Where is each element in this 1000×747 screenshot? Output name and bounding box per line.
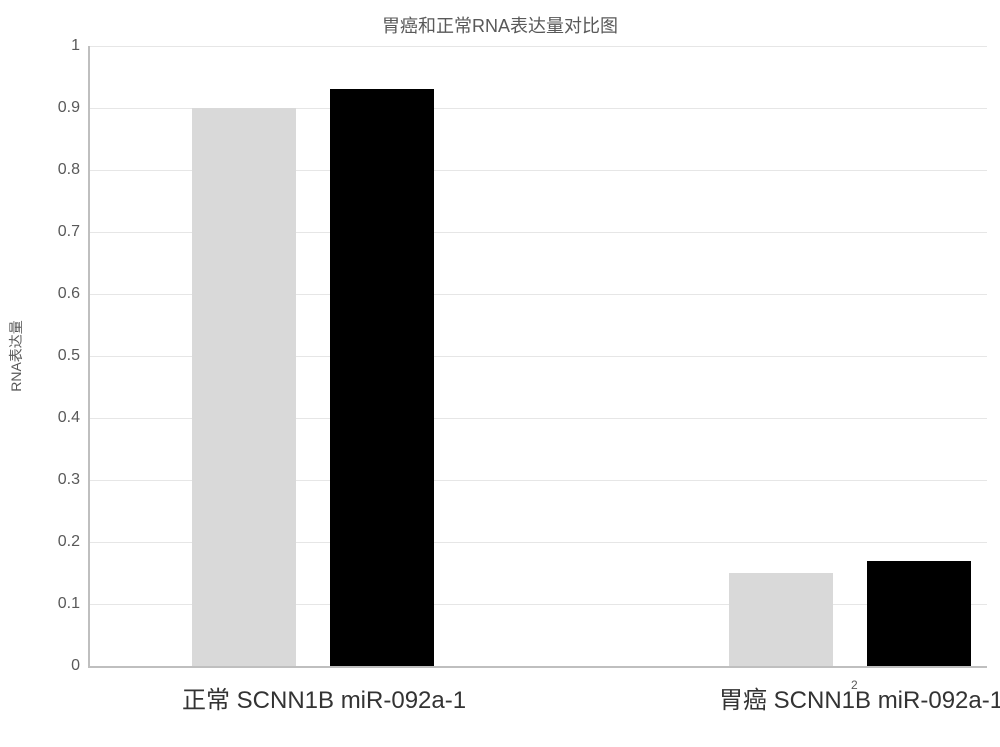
gridline — [90, 46, 987, 47]
bar-normal-scnn1b — [192, 108, 296, 666]
plot-area — [88, 46, 987, 668]
ytick-label: 0.1 — [20, 595, 80, 613]
ytick-label: 0.9 — [20, 99, 80, 117]
ytick-label: 0 — [20, 657, 80, 675]
ytick-label: 0.4 — [20, 409, 80, 427]
chart-title: 胃癌和正常RNA表达量对比图 — [0, 12, 1000, 38]
x-axis-tick-2: 2 — [851, 678, 858, 692]
x-group-label-0: 正常 SCNN1B miR-092a-1 — [182, 680, 466, 715]
ytick-label: 1 — [20, 37, 80, 55]
x-group-label-1: 胃癌 SCNN1B miR-092a-1 — [719, 680, 1000, 715]
bar-cancer-scnn1b — [729, 573, 833, 666]
ytick-label: 0.8 — [20, 161, 80, 179]
ytick-label: 0.3 — [20, 471, 80, 489]
bar-normal-mir092a1 — [330, 89, 434, 666]
ytick-label: 0.7 — [20, 223, 80, 241]
ytick-label: 0.6 — [20, 285, 80, 303]
ytick-label: 0.5 — [20, 347, 80, 365]
chart-container: 胃癌和正常RNA表达量对比图 RNA表达量 00.10.20.30.40.50.… — [0, 0, 1000, 747]
ytick-label: 0.2 — [20, 533, 80, 551]
bar-cancer-mir092a1 — [867, 561, 971, 666]
